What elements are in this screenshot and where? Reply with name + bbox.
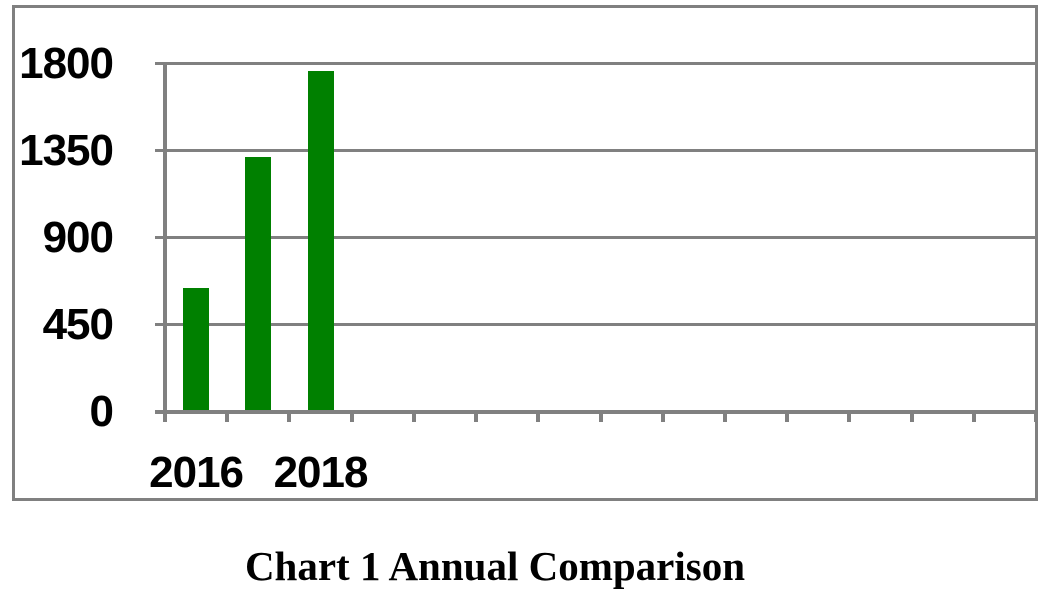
chart-caption: Chart 1 Annual Comparison [244, 543, 746, 589]
x-tick [411, 414, 416, 422]
gridline [155, 62, 1038, 65]
bar-2017 [245, 157, 272, 410]
y-tick-label: 1350 [19, 125, 114, 175]
y-tick-label: 1800 [19, 38, 114, 88]
x-tick [225, 414, 230, 422]
x-tick [909, 414, 914, 422]
x-tick [971, 414, 976, 422]
x-tick [785, 414, 790, 422]
x-axis [155, 410, 1038, 414]
gridline [155, 149, 1038, 152]
x-tick [474, 414, 479, 422]
gridline [155, 236, 1038, 239]
x-tick-label: 2016 [149, 448, 244, 497]
x-tick [349, 414, 354, 422]
x-tick [660, 414, 665, 422]
bar-2018 [307, 71, 334, 410]
x-tick [163, 414, 167, 422]
x-tick [1034, 414, 1038, 422]
gridline [155, 323, 1038, 326]
y-tick-label: 900 [42, 212, 114, 262]
bar-2016 [183, 287, 210, 410]
x-tick [536, 414, 541, 422]
y-tick-label: 450 [42, 299, 114, 349]
y-tick-label: 0 [89, 386, 114, 436]
x-tick [722, 414, 727, 422]
x-tick-label: 2018 [273, 448, 369, 497]
x-tick [847, 414, 852, 422]
x-tick [287, 414, 292, 422]
chart-frame [12, 5, 1038, 501]
x-tick [598, 414, 603, 422]
y-axis [163, 62, 167, 414]
